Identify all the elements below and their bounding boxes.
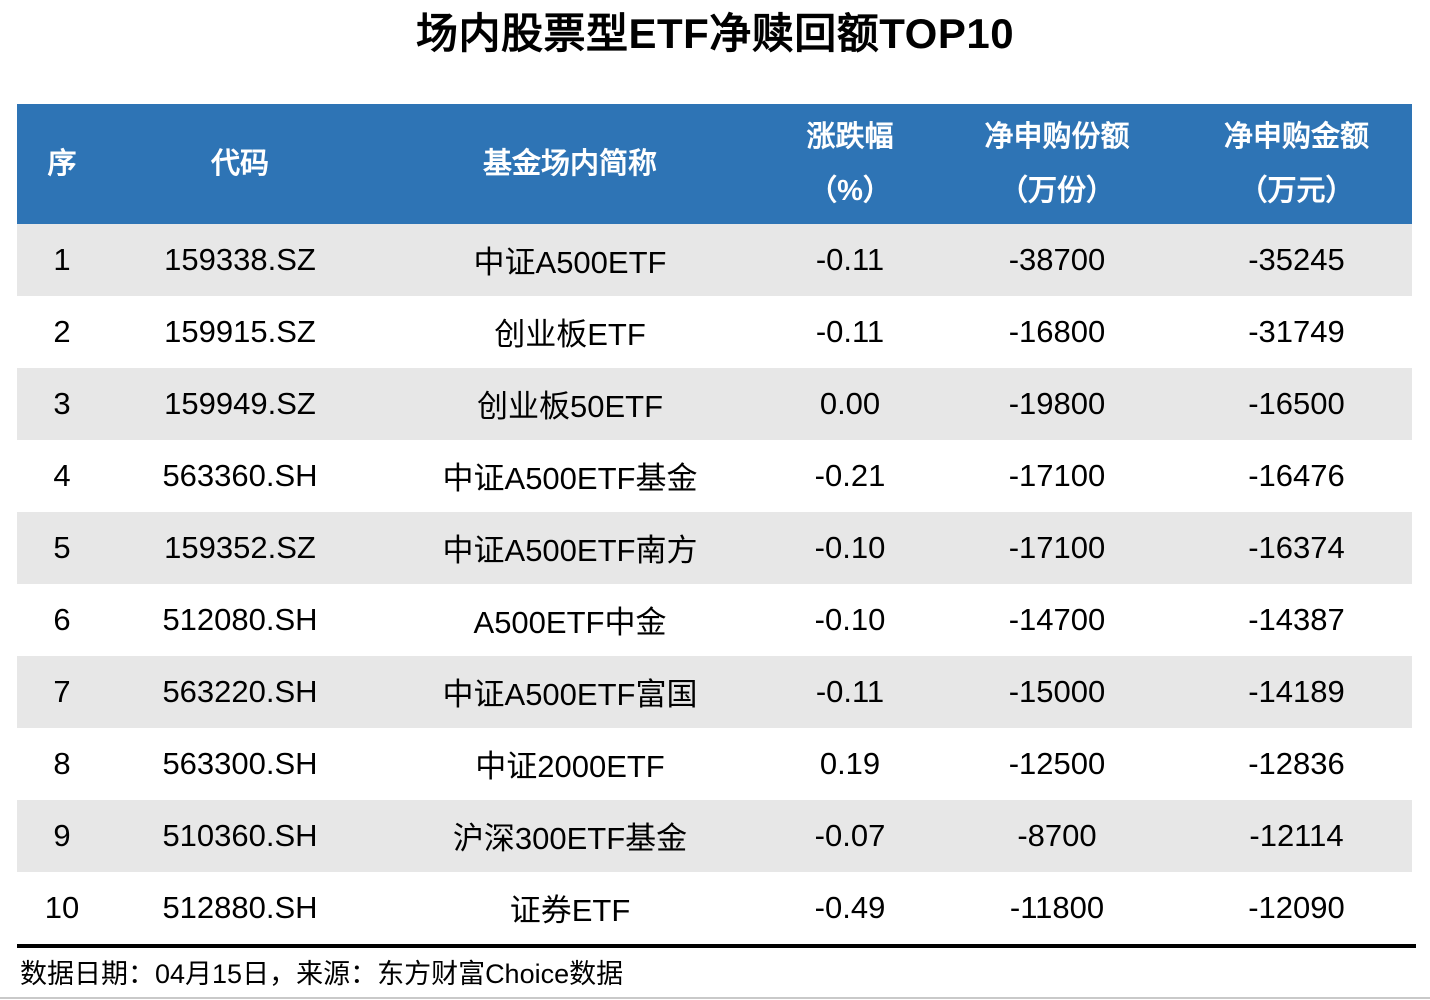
cell-code: 510360.SH — [107, 799, 373, 872]
header-sublabel: （万份） — [998, 174, 1115, 207]
header-cell-name: 基金场内简称 — [373, 103, 767, 224]
cell-name: 中证A500ETF富国 — [373, 655, 767, 728]
cell-name: 中证A500ETF — [373, 223, 767, 296]
table-row: 6 512080.SH A500ETF中金 -0.10 -14700 -1438… — [17, 583, 1412, 656]
cell-name: 沪深300ETF基金 — [373, 799, 767, 872]
cell-name: 中证A500ETF南方 — [373, 511, 767, 584]
cell-rank: 9 — [17, 799, 107, 872]
cell-rank: 3 — [17, 367, 107, 440]
cell-amount: -14387 — [1181, 583, 1412, 656]
cell-rank: 2 — [17, 295, 107, 368]
etf-table: 序 代码 基金场内简称 涨跌幅 （%） 净申购份额 （万份） 净申购金额 （万元） — [17, 103, 1412, 944]
header-cell-change: 涨跌幅 （%） — [767, 103, 933, 224]
header-sublabel: （万元） — [1238, 174, 1355, 207]
header-cell-code: 代码 — [107, 103, 373, 224]
cell-change: -0.10 — [767, 583, 933, 656]
cell-name: 中证A500ETF基金 — [373, 439, 767, 512]
header-row: 序 代码 基金场内简称 涨跌幅 （%） 净申购份额 （万份） 净申购金额 （万元） — [17, 103, 1412, 224]
header-sublabel: （%） — [808, 174, 892, 207]
cell-rank: 5 — [17, 511, 107, 584]
header-label: 序 — [47, 147, 77, 180]
cell-name: 创业板50ETF — [373, 367, 767, 440]
cell-change: -0.11 — [767, 655, 933, 728]
cell-change: -0.10 — [767, 511, 933, 584]
cell-name: 创业板ETF — [373, 295, 767, 368]
cell-rank: 6 — [17, 583, 107, 656]
cell-name: 中证2000ETF — [373, 727, 767, 800]
source-note: 数据日期：04月15日，来源：东方财富Choice数据 — [20, 958, 624, 989]
cell-rank: 4 — [17, 439, 107, 512]
cell-shares: -8700 — [933, 799, 1181, 872]
cell-shares: -17100 — [933, 511, 1181, 584]
cell-shares: -15000 — [933, 655, 1181, 728]
cell-name: 证券ETF — [373, 871, 767, 944]
header-label: 涨跌幅 — [806, 120, 894, 153]
cell-amount: -12114 — [1181, 799, 1412, 872]
header-label: 净申购金额 — [1223, 120, 1369, 153]
cell-amount: -16500 — [1181, 367, 1412, 440]
table-row: 9 510360.SH 沪深300ETF基金 -0.07 -8700 -1211… — [17, 799, 1412, 872]
cell-rank: 10 — [17, 871, 107, 944]
cell-shares: -12500 — [933, 727, 1181, 800]
cell-code: 159915.SZ — [107, 295, 373, 368]
cell-code: 563360.SH — [107, 439, 373, 512]
table-row: 8 563300.SH 中证2000ETF 0.19 -12500 -12836 — [17, 727, 1412, 800]
cell-change: 0.00 — [767, 367, 933, 440]
table-row: 5 159352.SZ 中证A500ETF南方 -0.10 -17100 -16… — [17, 511, 1412, 584]
table-row: 7 563220.SH 中证A500ETF富国 -0.11 -15000 -14… — [17, 655, 1412, 728]
page-title: 场内股票型ETF净赎回额TOP10 — [415, 10, 1015, 57]
header-label: 代码 — [210, 147, 269, 180]
cell-amount: -12836 — [1181, 727, 1412, 800]
bottom-hairline — [0, 997, 1430, 999]
table-row: 3 159949.SZ 创业板50ETF 0.00 -19800 -16500 — [17, 367, 1412, 440]
cell-rank: 1 — [17, 223, 107, 296]
table-row: 1 159338.SZ 中证A500ETF -0.11 -38700 -3524… — [17, 223, 1412, 296]
cell-code: 512880.SH — [107, 871, 373, 944]
cell-change: -0.21 — [767, 439, 933, 512]
cell-amount: -16476 — [1181, 439, 1412, 512]
cell-change: 0.19 — [767, 727, 933, 800]
cell-amount: -16374 — [1181, 511, 1412, 584]
cell-name: A500ETF中金 — [373, 583, 767, 656]
cell-shares: -16800 — [933, 295, 1181, 368]
footer-divider — [17, 943, 1416, 948]
table-row: 4 563360.SH 中证A500ETF基金 -0.21 -17100 -16… — [17, 439, 1412, 512]
header-label: 净申购份额 — [984, 120, 1130, 153]
cell-change: -0.11 — [767, 295, 933, 368]
cell-code: 512080.SH — [107, 583, 373, 656]
cell-shares: -17100 — [933, 439, 1181, 512]
cell-change: -0.49 — [767, 871, 933, 944]
cell-shares: -19800 — [933, 367, 1181, 440]
cell-amount: -35245 — [1181, 223, 1412, 296]
cell-change: -0.07 — [767, 799, 933, 872]
cell-code: 563300.SH — [107, 727, 373, 800]
cell-code: 159949.SZ — [107, 367, 373, 440]
header-cell-rank: 序 — [17, 103, 107, 224]
table-row: 10 512880.SH 证券ETF -0.49 -11800 -12090 — [17, 871, 1412, 944]
cell-shares: -14700 — [933, 583, 1181, 656]
cell-code: 563220.SH — [107, 655, 373, 728]
cell-rank: 8 — [17, 727, 107, 800]
cell-amount: -14189 — [1181, 655, 1412, 728]
header-cell-shares: 净申购份额 （万份） — [933, 103, 1181, 224]
header-label: 基金场内简称 — [482, 147, 657, 180]
cell-change: -0.11 — [767, 223, 933, 296]
cell-shares: -38700 — [933, 223, 1181, 296]
cell-shares: -11800 — [933, 871, 1181, 944]
table-row: 2 159915.SZ 创业板ETF -0.11 -16800 -31749 — [17, 295, 1412, 368]
cell-code: 159352.SZ — [107, 511, 373, 584]
cell-rank: 7 — [17, 655, 107, 728]
cell-amount: -12090 — [1181, 871, 1412, 944]
cell-code: 159338.SZ — [107, 223, 373, 296]
header-cell-amount: 净申购金额 （万元） — [1181, 103, 1412, 224]
cell-amount: -31749 — [1181, 295, 1412, 368]
